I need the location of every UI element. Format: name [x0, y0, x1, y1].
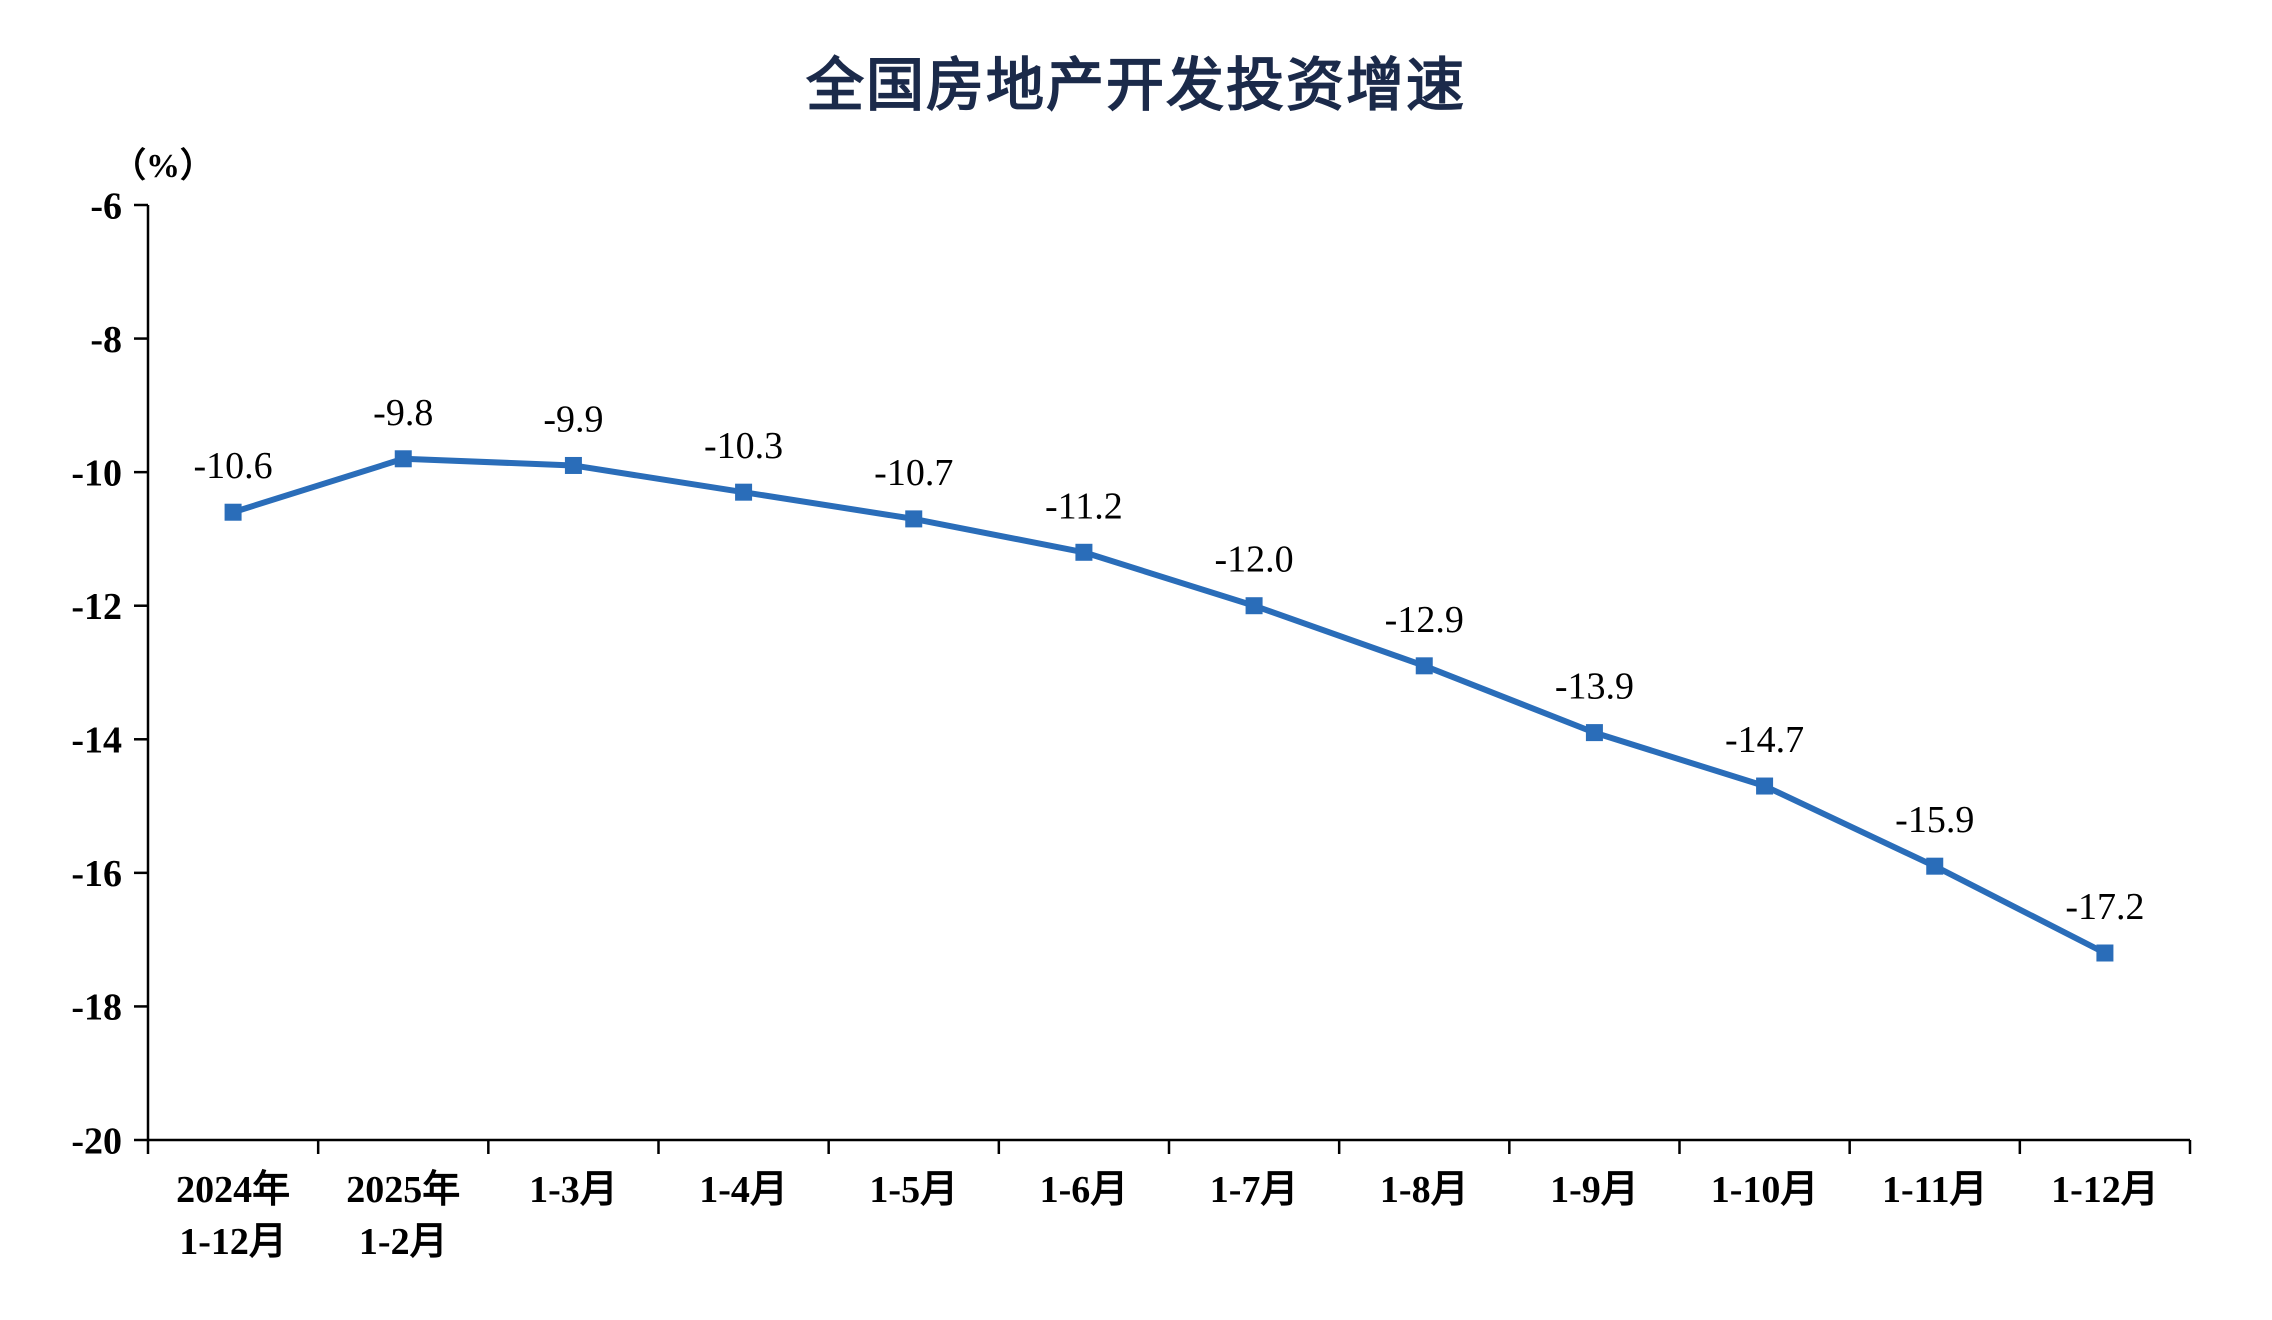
- data-point-label: -12.9: [1385, 599, 1464, 641]
- series-line: [230, 455, 2108, 956]
- data-point-label: -15.9: [1895, 799, 1974, 841]
- data-point-marker: [2096, 944, 2114, 962]
- data-point-label: -17.2: [2065, 886, 2144, 928]
- data-point-marker: [224, 503, 242, 521]
- x-tick-label: 1-10月: [1711, 1169, 1819, 1211]
- data-point-marker: [394, 450, 412, 468]
- data-point-label: -10.7: [874, 452, 953, 494]
- data-point-marker: [564, 456, 582, 474]
- data-point-marker: [905, 510, 923, 528]
- x-tick-label: 1-2月: [359, 1221, 448, 1263]
- x-tick-label: 2025年: [346, 1169, 460, 1211]
- data-point-marker: [1245, 597, 1263, 615]
- x-tick-label: 1-11月: [1882, 1169, 1988, 1211]
- x-tick-label: 1-3月: [529, 1169, 618, 1211]
- data-point-marker: [735, 483, 753, 501]
- y-tick-label: -14: [71, 720, 122, 762]
- data-point-label: -9.8: [373, 392, 433, 434]
- data-point-label: -11.2: [1045, 485, 1123, 527]
- data-point-marker: [1415, 657, 1433, 675]
- x-tick-label: 1-12月: [2051, 1169, 2159, 1211]
- data-point-label: -10.3: [704, 425, 783, 467]
- data-point-marker: [1075, 543, 1093, 561]
- y-tick-label: -6: [90, 185, 122, 227]
- data-point-marker: [1756, 777, 1774, 795]
- data-point-label: -10.6: [194, 445, 273, 487]
- x-tick-label: 1-8月: [1380, 1169, 1469, 1211]
- x-tick-label: 2024年: [176, 1169, 290, 1211]
- y-tick-label: -8: [90, 319, 122, 361]
- y-tick-label: -20: [71, 1120, 122, 1162]
- x-tick-label: 1-5月: [869, 1169, 958, 1211]
- x-tick-label: 1-9月: [1550, 1169, 1639, 1211]
- data-point-marker: [1926, 857, 1944, 875]
- y-tick-label: -18: [71, 987, 122, 1029]
- data-point-label: -12.0: [1215, 539, 1294, 581]
- x-tick-label: 1-7月: [1210, 1169, 1299, 1211]
- data-point-marker: [1585, 724, 1603, 742]
- y-tick-label: -16: [71, 853, 122, 895]
- chart-title: 全国房地产开发投资增速: [805, 53, 1466, 118]
- x-tick-label: 1-4月: [699, 1169, 788, 1211]
- data-point-label: -13.9: [1555, 666, 1634, 708]
- y-tick-label: -10: [71, 452, 122, 494]
- x-tick-label: 1-12月: [179, 1221, 287, 1263]
- x-tick-label: 1-6月: [1040, 1169, 1129, 1211]
- data-point-label: -9.9: [543, 398, 603, 440]
- data-point-label: -14.7: [1725, 719, 1804, 761]
- y-tick-label: -12: [71, 586, 122, 628]
- y-axis-unit-label: （%）: [112, 148, 214, 185]
